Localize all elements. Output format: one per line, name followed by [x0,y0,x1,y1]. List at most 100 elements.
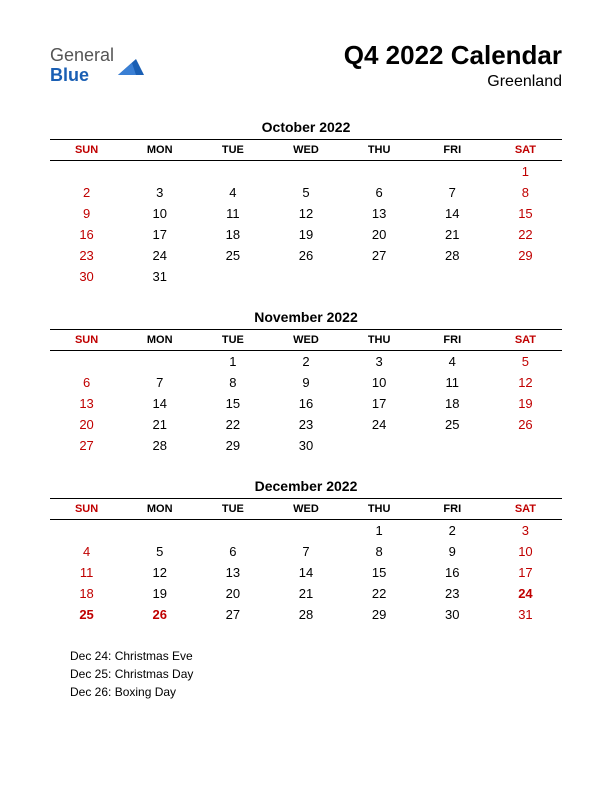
calendar-cell: 16 [50,224,123,245]
calendar-cell: 28 [416,245,489,266]
calendar-cell: 6 [343,182,416,203]
calendar-cell [416,161,489,183]
calendar-row: 9101112131415 [50,203,562,224]
calendar-container: October 2022SUNMONTUEWEDTHUFRISAT1234567… [50,119,562,625]
calendar-cell: 13 [343,203,416,224]
calendar-cell: 9 [416,541,489,562]
month-title: October 2022 [50,119,562,135]
calendar-cell: 21 [269,583,342,604]
calendar-cell: 25 [50,604,123,625]
calendar-cell: 12 [269,203,342,224]
calendar-cell: 27 [196,604,269,625]
calendar-cell: 3 [489,520,562,542]
calendar-cell: 20 [196,583,269,604]
calendar-cell [50,520,123,542]
calendar-cell: 29 [343,604,416,625]
month-title: December 2022 [50,478,562,494]
day-header: TUE [196,499,269,520]
calendar-cell [489,266,562,287]
calendar-cell: 8 [196,372,269,393]
calendar-cell: 5 [123,541,196,562]
calendar-row: 23242526272829 [50,245,562,266]
calendar-cell: 1 [489,161,562,183]
day-header: MON [123,499,196,520]
calendar-cell: 6 [196,541,269,562]
calendar-cell: 30 [416,604,489,625]
calendar-cell: 11 [196,203,269,224]
calendar-cell: 15 [489,203,562,224]
calendar-cell [196,161,269,183]
day-header: THU [343,140,416,161]
calendar-cell [343,435,416,456]
calendar-cell: 14 [269,562,342,583]
calendar-cell: 6 [50,372,123,393]
calendar-cell: 13 [50,393,123,414]
calendar-row: 6789101112 [50,372,562,393]
day-header: MON [123,140,196,161]
calendar-cell: 24 [123,245,196,266]
calendar-cell: 11 [416,372,489,393]
calendar-cell: 9 [269,372,342,393]
calendar-cell: 12 [489,372,562,393]
page-subtitle: Greenland [344,73,562,91]
calendar-cell: 10 [123,203,196,224]
calendar-cell: 19 [489,393,562,414]
calendar-table: SUNMONTUEWEDTHUFRISAT1234567891011121314… [50,329,562,456]
calendar-table: SUNMONTUEWEDTHUFRISAT1234567891011121314… [50,139,562,287]
calendar-cell: 9 [50,203,123,224]
day-header: SUN [50,330,123,351]
calendar-cell: 23 [269,414,342,435]
calendar-cell: 21 [123,414,196,435]
calendar-cell: 2 [269,351,342,373]
calendar-row: 3031 [50,266,562,287]
calendar-cell: 17 [343,393,416,414]
day-header: SAT [489,140,562,161]
day-header: MON [123,330,196,351]
calendar-cell: 4 [416,351,489,373]
calendar-cell: 27 [50,435,123,456]
calendar-cell [343,266,416,287]
calendar-cell [416,266,489,287]
day-header: WED [269,499,342,520]
calendar-cell: 26 [489,414,562,435]
calendar-cell: 25 [196,245,269,266]
calendar-cell: 28 [123,435,196,456]
calendar-cell: 31 [489,604,562,625]
calendar-cell: 31 [123,266,196,287]
calendar-cell [269,161,342,183]
logo-word-general: General [50,45,114,65]
calendar-cell [123,351,196,373]
calendar-cell: 8 [343,541,416,562]
calendar-cell [196,266,269,287]
logo-text-block: General Blue [50,46,114,86]
month-title: November 2022 [50,309,562,325]
calendar-cell: 14 [416,203,489,224]
calendar-cell [343,161,416,183]
calendar-cell: 19 [123,583,196,604]
calendar-cell: 19 [269,224,342,245]
calendar-cell [50,351,123,373]
holiday-entry: Dec 24: Christmas Eve [70,647,562,665]
calendar-cell [123,520,196,542]
calendar-cell: 2 [50,182,123,203]
calendar-cell: 12 [123,562,196,583]
calendar-row: 25262728293031 [50,604,562,625]
day-header: FRI [416,330,489,351]
calendar-cell: 1 [196,351,269,373]
month-block: November 2022SUNMONTUEWEDTHUFRISAT123456… [50,309,562,456]
logo-triangle-icon [118,57,144,75]
title-block: Q4 2022 Calendar Greenland [344,40,562,91]
calendar-cell: 8 [489,182,562,203]
calendar-cell: 18 [50,583,123,604]
calendar-cell: 22 [196,414,269,435]
calendar-cell: 23 [50,245,123,266]
calendar-row: 11121314151617 [50,562,562,583]
day-header: SAT [489,330,562,351]
day-header: WED [269,330,342,351]
calendar-cell: 15 [196,393,269,414]
calendar-cell [196,520,269,542]
calendar-row: 1 [50,161,562,183]
calendar-cell: 27 [343,245,416,266]
calendar-cell: 3 [123,182,196,203]
calendar-cell: 7 [123,372,196,393]
